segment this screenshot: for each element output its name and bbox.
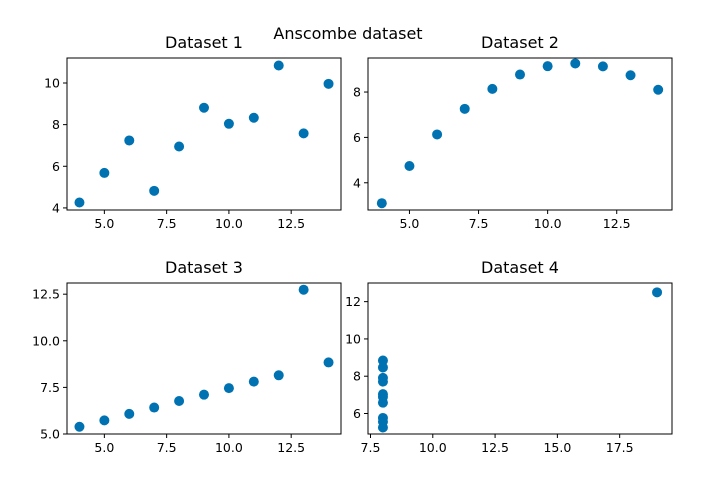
dataset-4-x-tick-label: 15.0: [543, 440, 571, 455]
dataset-3-point: [323, 357, 334, 368]
subplot-grid: Dataset 1 5.0 7.5 10.0 12.5 4 6 8 10 Dataset 2 5.0…: [32, 33, 673, 455]
dataset-1-title: Dataset 1: [165, 33, 243, 52]
dataset-3-x-tick-label: 7.5: [157, 440, 177, 455]
dataset-1-point: [273, 60, 284, 71]
dataset-1-x-tick-label: 5.0: [94, 216, 114, 231]
dataset-3-axes-frame: [66, 282, 342, 435]
dataset-4-point: [377, 362, 388, 373]
dataset-4-x-tick-label: 10.0: [419, 440, 447, 455]
dataset-1-x-tick-label: 10.0: [215, 216, 243, 231]
dataset-3-y-tick-label: 12.5: [32, 287, 60, 302]
dataset-4-x-tick-label: 17.5: [606, 440, 634, 455]
dataset-2-point: [404, 160, 415, 171]
dataset-2-x-tick-label: 7.5: [469, 216, 489, 231]
dataset-1-y-tick-label: 4: [52, 200, 60, 215]
dataset-4-y-tick-label: 10: [345, 331, 361, 346]
dataset-3-point: [149, 402, 160, 413]
dataset-4-y-tick-label: 6: [353, 406, 361, 421]
dataset-2-point: [542, 61, 553, 72]
dataset-1-point: [74, 197, 85, 208]
dataset-2-x-tick-label: 12.5: [603, 216, 631, 231]
dataset-2-point: [487, 83, 498, 94]
dataset-1-x-tick-label: 7.5: [157, 216, 177, 231]
dataset-3-point: [99, 415, 110, 426]
dataset-4-subplot: Dataset 4 7.5 10.0 12.5 15.0 17.5 6 8 10 12: [345, 258, 673, 455]
dataset-4-point: [377, 355, 388, 366]
dataset-3-point: [74, 421, 85, 432]
dataset-3-point: [248, 376, 259, 387]
dataset-3-x-tick-label: 5.0: [94, 440, 114, 455]
dataset-1-subplot: Dataset 1 5.0 7.5 10.0 12.5 4 6 8 10: [44, 33, 342, 231]
dataset-2-point: [625, 70, 636, 81]
dataset-1-y-tick-label: 8: [52, 117, 60, 132]
dataset-3-point: [223, 383, 234, 394]
dataset-1-point: [199, 102, 209, 113]
dataset-3-y-tick-label: 10.0: [32, 333, 60, 348]
dataset-1-point: [323, 78, 334, 89]
dataset-1-point: [298, 128, 309, 139]
dataset-4-title: Dataset 4: [481, 258, 559, 277]
dataset-4-point: [377, 372, 388, 383]
dataset-3-point: [273, 370, 284, 381]
figure-title: Anscombe dataset: [273, 24, 422, 43]
dataset-3-x-tick-label: 12.5: [277, 440, 305, 455]
dataset-3-x-tick-label: 10.0: [215, 440, 243, 455]
dataset-1-point: [149, 185, 160, 196]
dataset-3-point: [298, 284, 309, 295]
dataset-2-y-tick-label: 8: [353, 85, 361, 100]
dataset-1-point: [174, 141, 185, 152]
dataset-2-y-tick-label: 4: [353, 175, 361, 190]
dataset-3-y-tick-label: 7.5: [40, 380, 60, 395]
dataset-4-x-tick-label: 7.5: [361, 440, 381, 455]
dataset-2-title: Dataset 2: [481, 33, 559, 52]
dataset-4-point: [652, 287, 663, 298]
dataset-3-point: [199, 389, 209, 400]
dataset-1-point: [223, 118, 234, 129]
dataset-4-x-tick-label: 12.5: [481, 440, 509, 455]
dataset-1-point: [248, 112, 259, 123]
dataset-4-y-tick-label: 8: [353, 369, 361, 384]
dataset-2-point: [597, 61, 608, 72]
dataset-4-point: [377, 416, 388, 427]
dataset-4-y-tick-label: 12: [345, 294, 361, 309]
dataset-2-x-tick-label: 5.0: [400, 216, 420, 231]
dataset-4-axes-frame: [367, 282, 673, 435]
dataset-2-x-tick-label: 10.0: [534, 216, 562, 231]
dataset-3-subplot: Dataset 3 5.0 7.5 10.0 12.5 5.0 7.5 10.0 12.5: [32, 258, 342, 455]
dataset-2-point: [570, 58, 581, 69]
dataset-2-axes-frame: [367, 57, 673, 211]
dataset-2-point: [459, 103, 470, 114]
dataset-3-title: Dataset 3: [165, 258, 243, 277]
dataset-1-x-tick-label: 12.5: [277, 216, 305, 231]
dataset-1-y-tick-label: 6: [52, 159, 60, 174]
dataset-1-point: [99, 167, 110, 178]
dataset-1-y-tick-label: 10: [44, 75, 60, 90]
dataset-2-point: [653, 84, 664, 95]
dataset-3-point: [174, 396, 185, 407]
dataset-2-subplot: Dataset 2 5.0 7.5 10.0 12.5 4 6 8: [353, 33, 673, 231]
dataset-1-axes-frame: [66, 57, 342, 211]
dataset-2-y-tick-label: 6: [353, 130, 361, 145]
dataset-1-point: [124, 135, 135, 146]
dataset-2-point: [376, 198, 387, 209]
dataset-2-point: [432, 129, 443, 140]
dataset-2-point: [515, 69, 525, 80]
dataset-4-point: [377, 391, 388, 402]
dataset-3-point: [124, 408, 135, 419]
dataset-3-y-tick-label: 5.0: [40, 427, 60, 442]
